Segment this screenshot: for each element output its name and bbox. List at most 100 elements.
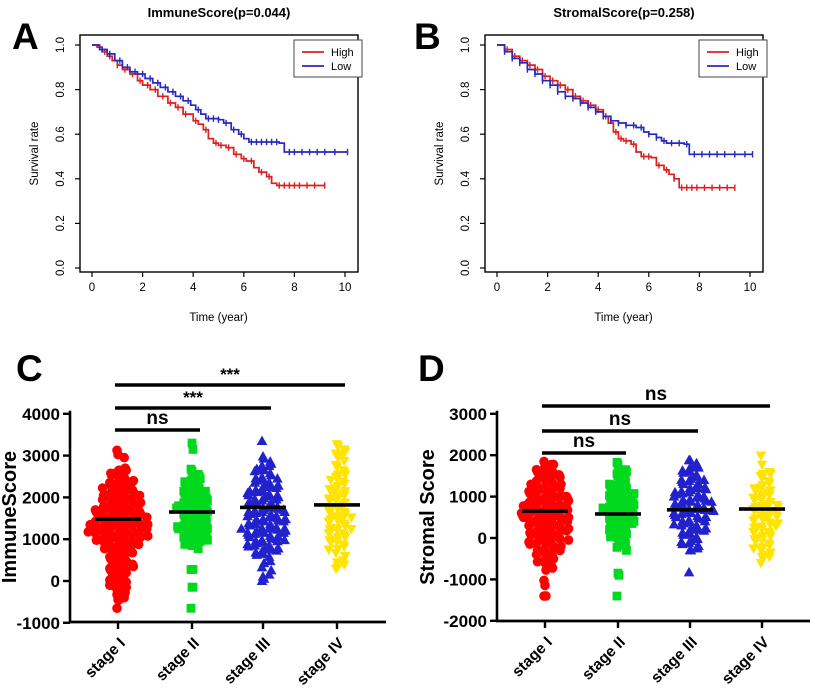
data-point: [693, 540, 704, 551]
y-tick-label: 0.2: [55, 215, 67, 231]
data-point: [706, 496, 717, 506]
data-point: [693, 478, 704, 489]
data-point: [622, 545, 631, 555]
data-point: [668, 507, 680, 517]
data-point: [120, 577, 130, 587]
data-point: [263, 488, 275, 499]
data-point: [614, 529, 624, 539]
data-point: [339, 487, 351, 497]
data-point: [621, 515, 630, 525]
data-point: [194, 511, 204, 521]
significance-label: ns: [146, 408, 168, 429]
y-tick-label: 3000: [449, 405, 487, 424]
data-point: [563, 535, 574, 545]
data-point: [607, 511, 616, 521]
category-label: stage IV: [719, 633, 774, 688]
data-point: [91, 535, 102, 545]
data-point: [331, 558, 343, 568]
data-point: [622, 483, 631, 493]
data-point: [750, 514, 761, 524]
data-point: [106, 468, 116, 479]
data-point: [692, 499, 703, 509]
data-point: [614, 478, 624, 488]
data-point: [325, 475, 337, 486]
data-point: [556, 541, 566, 552]
data-point: [763, 539, 774, 549]
y-tick-label: 1000: [22, 530, 60, 549]
data-point: [525, 527, 535, 538]
data-point: [194, 523, 204, 533]
x-tick-label: 8: [291, 282, 297, 294]
data-point: [331, 491, 343, 501]
data-point: [620, 474, 629, 484]
data-point: [332, 470, 344, 480]
data-point: [691, 469, 702, 479]
x-axis-label: Time (year): [189, 312, 248, 324]
data-point: [683, 514, 695, 525]
data-point: [201, 486, 210, 496]
data-point: [548, 459, 559, 470]
significance-label: ns: [609, 409, 631, 430]
swarm-group-stage-iii: [236, 435, 291, 585]
category-label: stage I: [509, 634, 556, 681]
data-point: [273, 542, 284, 553]
data-point: [134, 507, 145, 517]
data-point: [272, 489, 283, 500]
data-point: [526, 495, 536, 506]
data-point: [243, 517, 254, 528]
data-point: [339, 551, 351, 562]
legend: High Low: [698, 39, 768, 78]
x-tick-label: 10: [744, 282, 757, 294]
y-tick-label: 0.6: [55, 126, 67, 142]
data-point: [332, 533, 344, 543]
y-tick-label: -1000: [444, 570, 487, 589]
data-point: [683, 454, 695, 465]
data-point: [606, 521, 615, 530]
data-point: [748, 493, 759, 504]
data-point: [677, 527, 688, 537]
data-point: [620, 525, 629, 535]
data-point: [677, 515, 688, 526]
swarm-group-stage-i: [516, 456, 574, 601]
y-tick-label: 0.8: [460, 82, 472, 98]
swarm-group-stage-iii: [668, 454, 719, 577]
data-point: [613, 487, 623, 497]
x-tick-label: 2: [544, 282, 550, 294]
data-point: [613, 568, 623, 578]
data-point: [242, 527, 253, 537]
data-point: [251, 526, 263, 536]
data-point: [621, 504, 630, 514]
data-point: [629, 516, 639, 526]
data-point: [271, 522, 282, 532]
data-point: [263, 477, 275, 487]
data-point: [676, 536, 687, 546]
data-point: [243, 506, 254, 516]
data-point: [324, 524, 336, 535]
data-point: [683, 566, 695, 577]
data-point: [756, 552, 768, 563]
data-point: [763, 527, 774, 538]
panel-b-km-chart: StromalScore(p=0.258) 0 2 4 6 8 10 0.0 0.2 0.4 0.6…: [434, 5, 768, 324]
data-point: [251, 463, 263, 474]
data-point: [338, 456, 350, 467]
data-point: [692, 510, 703, 521]
data-point: [323, 494, 335, 504]
data-point: [338, 445, 350, 455]
data-point: [250, 535, 262, 546]
y-axis-label: ImmuneScore: [0, 451, 21, 583]
data-point: [678, 495, 689, 505]
data-point: [700, 523, 712, 533]
legend-label-low: Low: [331, 61, 351, 73]
swarm-group-stage-iv: [323, 440, 357, 575]
panel-a-letter: A: [12, 16, 39, 57]
data-point: [250, 547, 262, 557]
data-point: [193, 544, 203, 553]
legend-label-high: High: [736, 47, 759, 59]
data-point: [256, 534, 268, 545]
panel-d-swarm-chart: -2000 -1000 0 1000 2000 3000 Stromal Score stag…: [417, 384, 810, 688]
panel-c-swarm-chart: -1000 0 1000 2000 3000 4000 ImmuneScore stage I…: [0, 365, 386, 688]
swarm-group-stage-iv: [748, 451, 784, 569]
data-point: [346, 524, 357, 535]
data-point: [120, 565, 130, 576]
